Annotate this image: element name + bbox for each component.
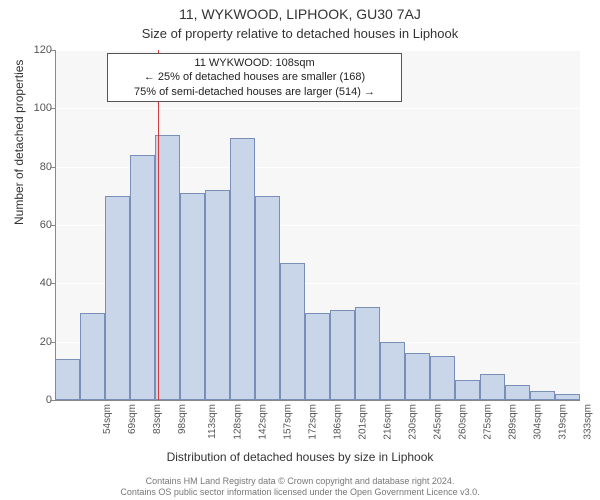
- y-tick-label: 80: [12, 161, 52, 173]
- marker-line: [158, 50, 159, 400]
- x-tick-label: 142sqm: [257, 404, 268, 440]
- y-tick-mark: [50, 167, 55, 168]
- x-tick-label: 275sqm: [482, 404, 493, 440]
- footer-line-1: Contains HM Land Registry data © Crown c…: [0, 476, 600, 487]
- histogram-bar: [380, 342, 405, 400]
- y-axis-label: Number of detached properties: [12, 60, 26, 225]
- x-tick-label: 98sqm: [177, 404, 188, 434]
- y-tick-label: 0: [12, 394, 52, 406]
- y-axis-line: [55, 50, 56, 400]
- x-tick-label: 54sqm: [102, 404, 113, 434]
- x-axis-label: Distribution of detached houses by size …: [0, 450, 600, 464]
- histogram-bar: [455, 380, 480, 400]
- x-tick-label: 319sqm: [557, 404, 568, 440]
- x-tick-label: 304sqm: [532, 404, 543, 440]
- x-tick-label: 289sqm: [507, 404, 518, 440]
- chart-title-main: 11, WYKWOOD, LIPHOOK, GU30 7AJ: [0, 6, 600, 22]
- y-tick-mark: [50, 342, 55, 343]
- y-tick-mark: [50, 283, 55, 284]
- histogram-bar: [430, 356, 455, 400]
- x-tick-label: 260sqm: [457, 404, 468, 440]
- histogram-bar: [305, 313, 330, 401]
- x-tick-label: 69sqm: [127, 404, 138, 434]
- x-tick-label: 172sqm: [307, 404, 318, 440]
- y-tick-mark: [50, 225, 55, 226]
- plot-area: [55, 50, 580, 400]
- histogram-bar: [405, 353, 430, 400]
- histogram-bar: [505, 385, 530, 400]
- histogram-bar: [130, 155, 155, 400]
- y-tick-mark: [50, 400, 55, 401]
- x-tick-label: 245sqm: [432, 404, 443, 440]
- histogram-bar: [105, 196, 130, 400]
- x-tick-label: 186sqm: [332, 404, 343, 440]
- histogram-bar: [255, 196, 280, 400]
- histogram-bar: [330, 310, 355, 400]
- x-tick-label: 216sqm: [382, 404, 393, 440]
- gridline: [55, 108, 580, 109]
- y-tick-mark: [50, 50, 55, 51]
- y-tick-label: 100: [12, 102, 52, 114]
- x-tick-label: 113sqm: [206, 404, 217, 439]
- histogram-bar: [180, 193, 205, 400]
- y-tick-label: 60: [12, 219, 52, 231]
- gridline: [55, 50, 580, 51]
- x-tick-label: 128sqm: [232, 404, 243, 440]
- y-tick-label: 20: [12, 336, 52, 348]
- x-tick-label: 230sqm: [407, 404, 418, 440]
- annotation-box: 11 WYKWOOD: 108sqm ← 25% of detached hou…: [107, 53, 402, 102]
- annotation-line-2: ← 25% of detached houses are smaller (16…: [116, 70, 393, 84]
- x-tick-label: 83sqm: [152, 404, 163, 434]
- x-axis-line: [55, 400, 580, 401]
- histogram-bar: [355, 307, 380, 400]
- y-tick-label: 40: [12, 277, 52, 289]
- y-tick-mark: [50, 108, 55, 109]
- chart-footer: Contains HM Land Registry data © Crown c…: [0, 476, 600, 498]
- x-tick-label: 201sqm: [357, 404, 368, 440]
- chart-title-sub: Size of property relative to detached ho…: [0, 26, 600, 41]
- histogram-bar: [80, 313, 105, 401]
- y-tick-label: 120: [12, 44, 52, 56]
- footer-line-2: Contains OS public sector information li…: [0, 487, 600, 498]
- x-tick-label: 157sqm: [282, 404, 293, 440]
- annotation-line-3: 75% of semi-detached houses are larger (…: [116, 85, 393, 99]
- histogram-bar: [280, 263, 305, 400]
- x-tick-label: 333sqm: [582, 404, 593, 440]
- histogram-bar: [480, 374, 505, 400]
- histogram-bar: [530, 391, 555, 400]
- histogram-bar: [55, 359, 80, 400]
- histogram-bar: [205, 190, 230, 400]
- annotation-line-1: 11 WYKWOOD: 108sqm: [116, 56, 393, 70]
- histogram-chart: 11, WYKWOOD, LIPHOOK, GU30 7AJ Size of p…: [0, 0, 600, 500]
- histogram-bar: [230, 138, 255, 401]
